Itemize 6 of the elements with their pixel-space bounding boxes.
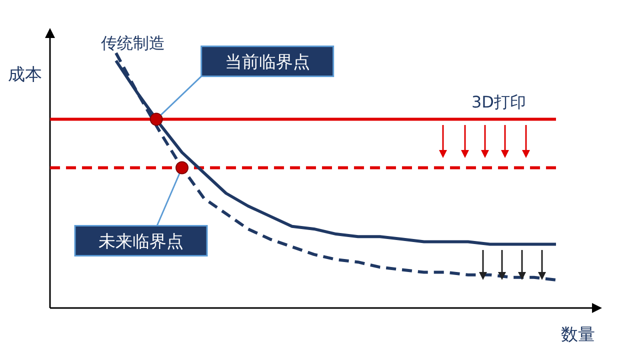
annotation: 当前临界点	[224, 52, 310, 72]
y-axis-title: 成本	[8, 65, 42, 85]
ref-line-label: 3D打印	[472, 92, 526, 112]
series-label: 传统制造	[101, 34, 165, 53]
annotation: 未来临界点	[98, 232, 184, 252]
x-axis-title: 数量	[561, 325, 595, 345]
